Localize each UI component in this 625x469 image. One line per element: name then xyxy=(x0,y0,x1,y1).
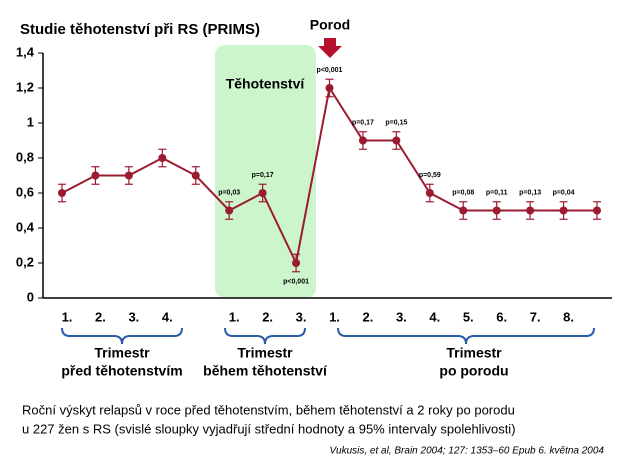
pregnancy-label: Těhotenství xyxy=(226,76,306,92)
data-point xyxy=(292,259,301,267)
y-tick-label: 0,2 xyxy=(16,254,34,269)
p-value: p=0,08 xyxy=(452,190,474,197)
caption: Roční výskyt relapsů v roce před těhoten… xyxy=(22,402,515,417)
y-tick-label: 0 xyxy=(27,289,34,304)
caption: u 227 žen s RS (svislé sloupky vyjadřují… xyxy=(22,421,516,436)
x-tick-label: 1. xyxy=(229,309,240,324)
data-point xyxy=(325,84,334,92)
y-tick-label: 0,4 xyxy=(16,219,35,234)
x-tick-label: 3. xyxy=(296,309,307,324)
x-tick-label: 7. xyxy=(530,309,541,324)
data-point xyxy=(392,136,401,145)
data-point xyxy=(124,171,133,180)
p-value: p=0,11 xyxy=(486,190,508,197)
brace xyxy=(337,327,595,345)
data-point xyxy=(91,171,100,180)
x-tick-label: 1. xyxy=(329,309,340,324)
data-point xyxy=(526,206,535,215)
brace xyxy=(224,327,306,345)
x-tick-label: 4. xyxy=(162,309,173,324)
group-label: během těhotenství xyxy=(203,363,328,379)
y-tick-label: 1,2 xyxy=(16,79,34,94)
data-point xyxy=(58,189,66,197)
x-tick-label: 4. xyxy=(429,309,440,324)
p-value: p=0,04 xyxy=(553,190,575,197)
y-tick-label: 1 xyxy=(27,114,34,129)
data-point xyxy=(593,206,601,215)
pregnancy-region xyxy=(215,45,316,298)
data-point xyxy=(492,206,501,215)
data-point xyxy=(225,206,234,215)
series-line xyxy=(61,85,597,267)
data-point xyxy=(425,189,434,197)
chart-title: Studie těhotenství při RS (PRIMS) xyxy=(20,21,260,38)
p-value: p=0,17 xyxy=(352,120,374,127)
x-tick-label: 3. xyxy=(128,309,139,324)
data-point xyxy=(559,206,568,215)
x-tick-label: 8. xyxy=(563,309,574,324)
group-label: před těhotenstvím xyxy=(61,363,182,379)
x-tick-label: 6. xyxy=(496,309,507,324)
p-value: p=0,03 xyxy=(218,190,240,197)
x-tick-label: 2. xyxy=(95,309,106,324)
p-value: p=0,13 xyxy=(519,190,541,197)
y-tick-label: 0,6 xyxy=(16,184,34,199)
data-point xyxy=(191,171,200,180)
group-label: Trimestr xyxy=(237,345,293,361)
p-value: p=0,15 xyxy=(385,120,407,127)
data-point xyxy=(258,189,267,197)
p-value: p=0,59 xyxy=(419,172,441,179)
citation: Vukusis, et al, Brain 2004; 127: 1353–60… xyxy=(330,446,605,457)
x-tick-label: 3. xyxy=(396,309,407,324)
birth-arrow xyxy=(318,38,342,58)
data-point xyxy=(358,136,367,145)
p-value: p=0,17 xyxy=(252,172,274,179)
p-value: p<0,001 xyxy=(283,279,309,286)
x-tick-label: 2. xyxy=(262,309,273,324)
y-tick-label: 1,4 xyxy=(16,44,35,59)
group-label: Trimestr xyxy=(446,345,502,361)
x-tick-label: 5. xyxy=(463,309,474,324)
p-value: p<0,001 xyxy=(317,67,343,74)
x-tick-label: 2. xyxy=(363,309,374,324)
birth-label: Porod xyxy=(310,17,350,33)
group-label: Trimestr xyxy=(94,345,150,361)
data-point xyxy=(158,154,167,162)
y-tick-label: 0,8 xyxy=(16,149,34,164)
brace xyxy=(61,327,183,345)
x-tick-label: 1. xyxy=(62,309,73,324)
data-point xyxy=(459,206,468,215)
group-label: po porodu xyxy=(439,363,508,379)
